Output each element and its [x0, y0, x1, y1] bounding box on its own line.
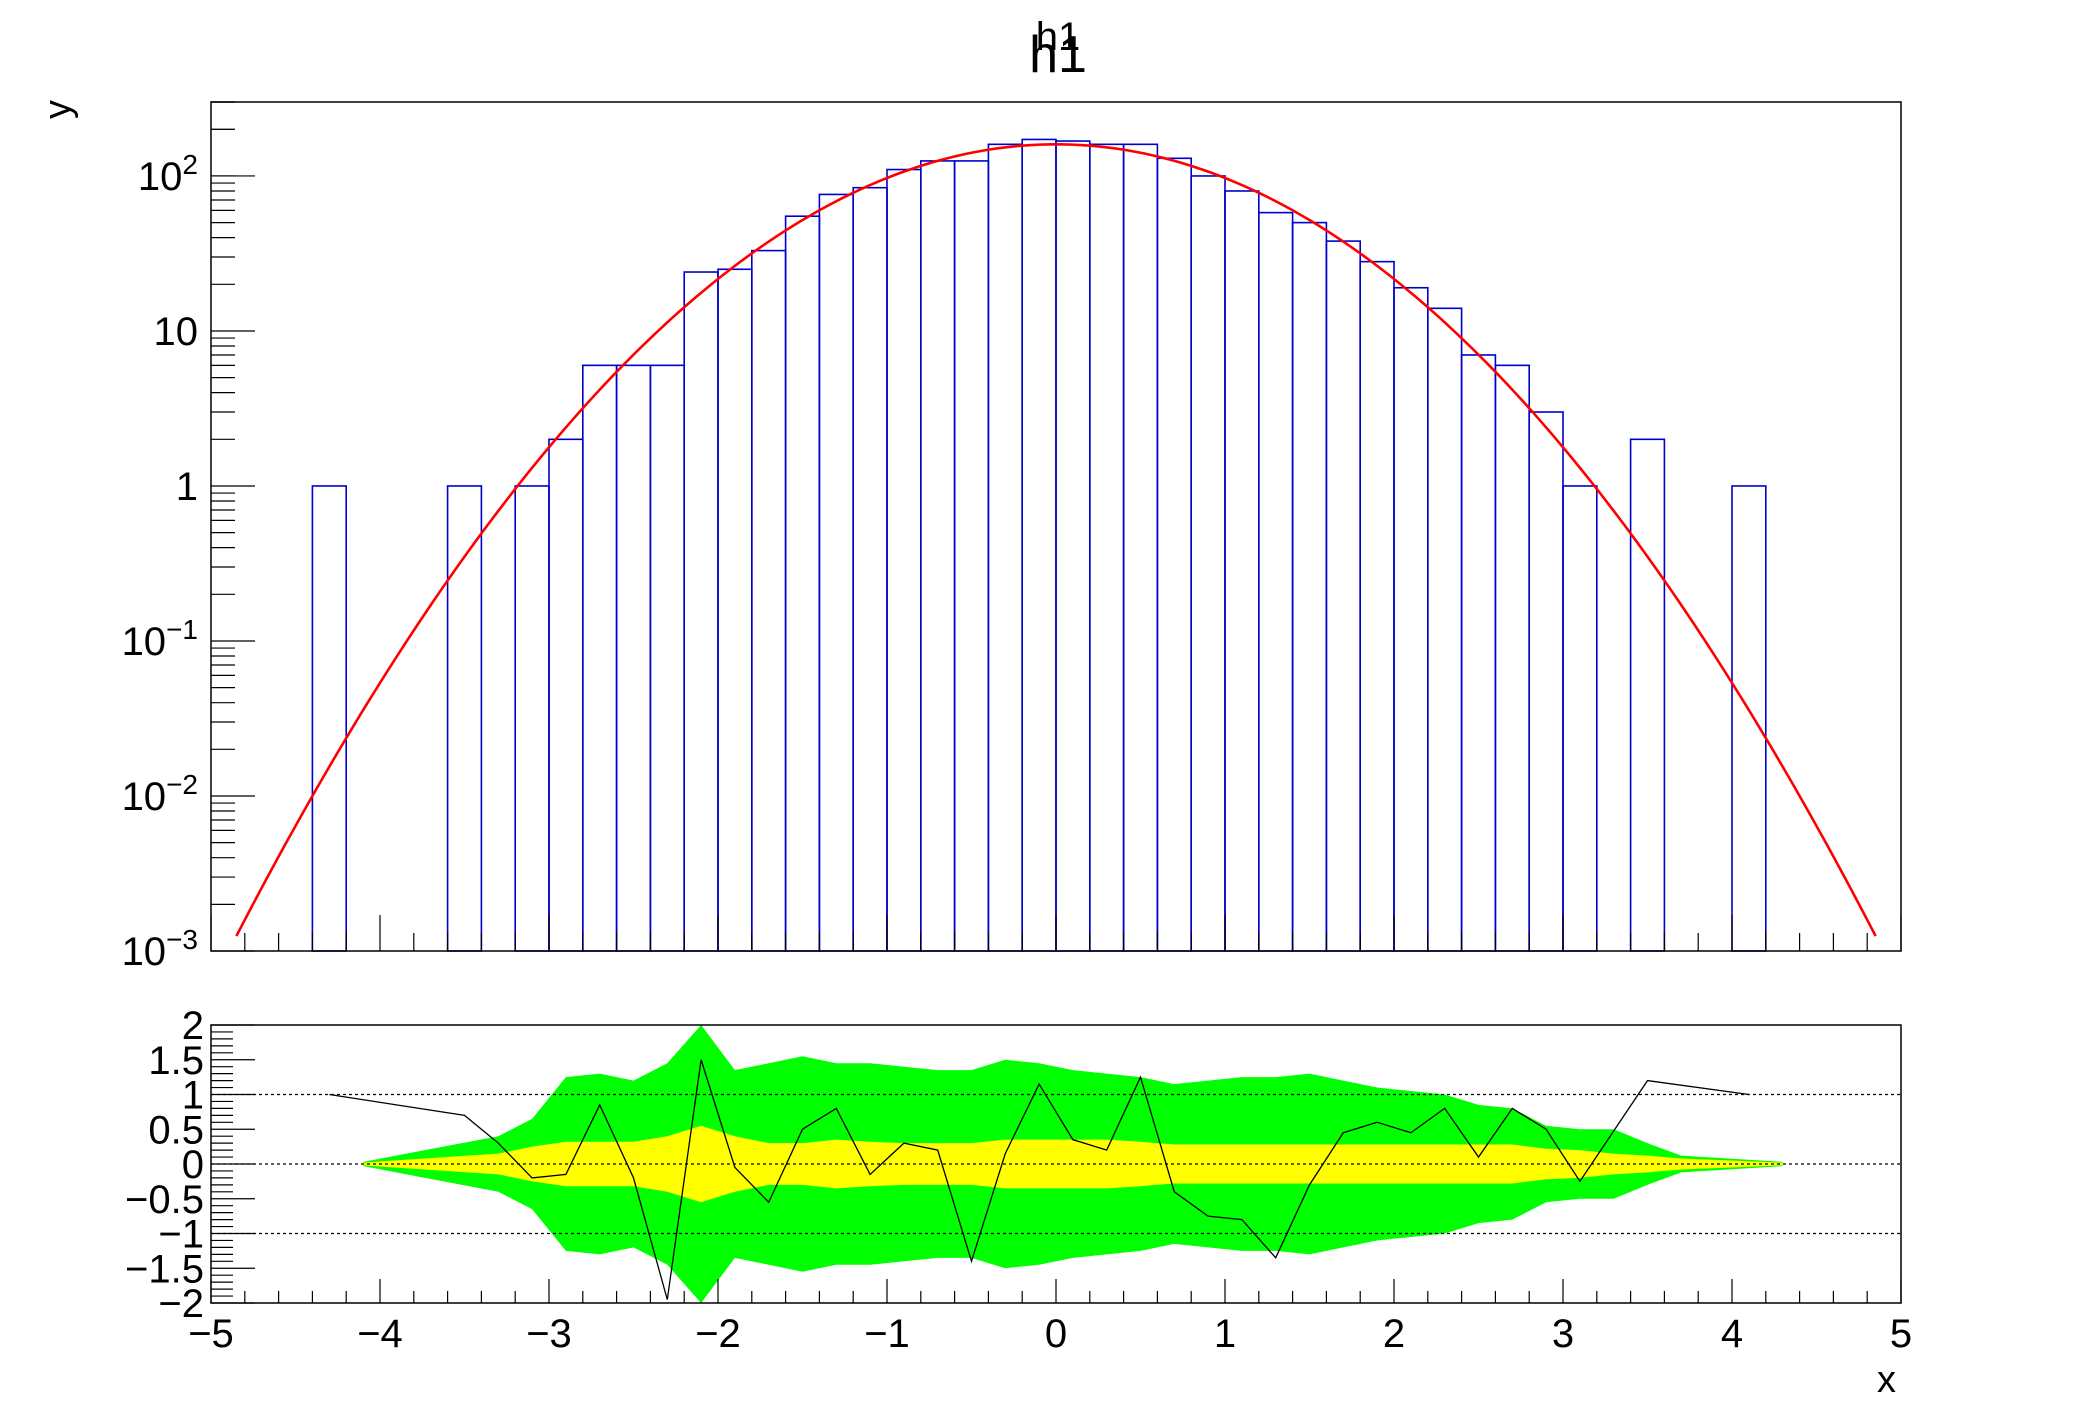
- histogram-bin: [1055, 140, 1091, 952]
- x-tick-label: 3: [1552, 1312, 1574, 1356]
- chart-title: h1: [1029, 26, 1087, 84]
- histogram-bin: [1291, 221, 1328, 952]
- y-tick-label-exponent: −1: [166, 614, 198, 645]
- histogram-bin: [784, 215, 821, 952]
- bottom-plot-frame: [210, 1024, 1902, 1304]
- y-tick-label: 0: [182, 1143, 204, 1187]
- y-tick-label: 1: [176, 465, 198, 509]
- x-tick-label: −5: [188, 1312, 234, 1356]
- x-tick-label: 4: [1721, 1312, 1743, 1356]
- y-tick-label: −1: [158, 1213, 204, 1257]
- x-tick-label: 1: [1214, 1312, 1236, 1356]
- x-tick-label: −2: [695, 1312, 741, 1356]
- histogram-bin: [1325, 240, 1362, 952]
- y-tick-label: 0.5: [148, 1108, 204, 1152]
- top-axis-ticks: [210, 101, 1902, 952]
- fit-curve: [235, 143, 1877, 937]
- residual-line: [329, 1059, 1749, 1300]
- histogram-bin: [953, 160, 990, 952]
- x-tick-label: −3: [526, 1312, 572, 1356]
- histogram-bin: [1156, 157, 1193, 952]
- histogram-bin: [919, 160, 956, 952]
- x-axis-title: x: [1877, 1359, 1896, 1401]
- y-tick-label-exponent: −2: [166, 769, 198, 800]
- bottom-y-tick-labels: 21.510.50−0.5−1−1.5−2: [125, 1004, 204, 1326]
- histogram-bin: [717, 268, 753, 952]
- histogram-panel: 10−3 10−2 10−1 1 10 102: [122, 101, 1902, 974]
- y-tick-label: 1.5: [148, 1039, 204, 1083]
- y-tick-label-exponent: −3: [166, 924, 198, 955]
- histogram-bin: [649, 364, 686, 952]
- x-tick-label: −1: [864, 1312, 910, 1356]
- x-tick-label: −4: [357, 1312, 403, 1356]
- histogram-bin: [886, 168, 922, 952]
- y-tick-label: 102: [138, 149, 198, 199]
- y-tick-label-exponent: 2: [182, 149, 198, 180]
- histogram-bin: [683, 271, 719, 952]
- histogram-bin: [750, 249, 787, 952]
- histogram-bin: [1629, 438, 1666, 952]
- y-tick-label: 2: [182, 1004, 204, 1048]
- histogram-bin: [1258, 211, 1294, 952]
- one-sigma-band: [363, 1125, 1783, 1203]
- y-tick-label: 10: [154, 310, 199, 354]
- histogram-series: [311, 138, 1767, 952]
- x-tick-label: 0: [1045, 1312, 1067, 1356]
- histogram-bin: [581, 364, 618, 952]
- residual-panel: 21.510.50−0.5−1−1.5−2 −5 −4 −3 −2 −1 0 1 2 3 4 5: [125, 1004, 1912, 1356]
- y-tick-label: −0.5: [125, 1178, 204, 1222]
- histogram-bin: [987, 143, 1024, 952]
- histogram-bin: [1562, 485, 1598, 952]
- histogram-bin: [1190, 175, 1226, 952]
- bottom-axis-ticks: [210, 1024, 1902, 1304]
- histogram-bin: [1528, 411, 1564, 952]
- histogram-bin: [1359, 260, 1395, 952]
- y-tick-label: −1.5: [125, 1247, 204, 1291]
- histogram-bin: [818, 193, 855, 952]
- top-y-tick-labels: 10−3 10−2 10−1 1 10 102: [122, 149, 198, 974]
- histogram-bin: [1427, 307, 1463, 952]
- y-tick-label: 10−3: [122, 924, 198, 974]
- chart-title-overlay: h1: [1036, 15, 1081, 59]
- fit-curve-series: [235, 143, 1877, 937]
- y-tick-label: 1: [182, 1074, 204, 1118]
- histogram-bin: [1731, 485, 1767, 952]
- x-tick-label: 2: [1383, 1312, 1405, 1356]
- histogram-bin: [514, 485, 550, 952]
- histogram-bin: [548, 438, 584, 952]
- histogram-bin: [1494, 364, 1531, 952]
- histogram-bin: [1393, 286, 1429, 952]
- histogram-bin: [1122, 143, 1159, 952]
- x-tick-labels: −5 −4 −3 −2 −1 0 1 2 3 4 5: [188, 1312, 1912, 1356]
- histogram-bin: [1089, 143, 1125, 952]
- histogram-bin: [852, 186, 888, 952]
- top-plot-frame: [210, 101, 1902, 952]
- histogram-bin: [311, 485, 347, 952]
- histogram-bin: [1460, 354, 1497, 952]
- y-tick-label: −2: [158, 1282, 204, 1326]
- residual-series: [329, 1059, 1749, 1300]
- histogram-bin: [615, 364, 652, 952]
- histogram-bin: [1021, 138, 1057, 952]
- histogram-bin: [1224, 190, 1260, 952]
- x-tick-label: 5: [1890, 1312, 1912, 1356]
- y-tick-label: 10−1: [122, 614, 198, 664]
- y-tick-label: 10−2: [122, 769, 198, 819]
- y-axis-title: y: [37, 100, 79, 119]
